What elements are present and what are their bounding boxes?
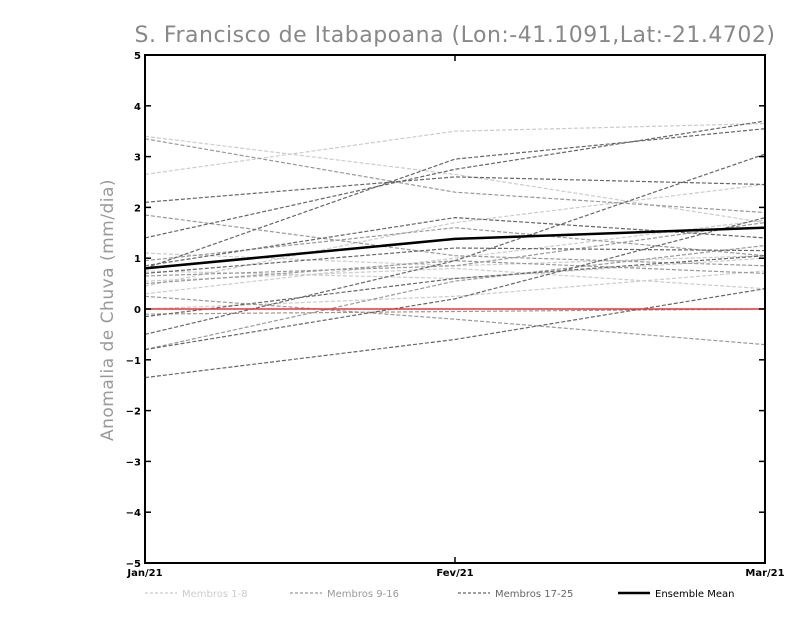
x-tick-label: Jan/21 <box>126 568 162 579</box>
series-line-membro-8 <box>144 257 766 280</box>
series-line-ensemble-mean <box>144 226 766 270</box>
legend-label: Ensemble Mean <box>655 589 734 600</box>
legend-label: Membros 9-16 <box>327 589 399 600</box>
y-tick-label: −5 <box>126 559 141 570</box>
y-tick-label: 4 <box>134 102 141 113</box>
series-line-membro-24 <box>144 247 766 274</box>
series-line-membro-22 <box>144 217 766 351</box>
y-tick-label: 2 <box>134 203 141 214</box>
x-tick-label: Fev/21 <box>436 568 473 579</box>
series-line-membro-1 <box>144 123 766 175</box>
series-line-membro-6 <box>144 135 766 224</box>
y-tick-label: 1 <box>134 254 141 265</box>
series-line-membro-21 <box>144 288 766 379</box>
series-line-membro-20 <box>144 153 766 335</box>
series-line-membro-4 <box>144 267 766 290</box>
series-line-membro-10 <box>144 308 766 315</box>
y-tick-label: −1 <box>126 356 141 367</box>
series-line-membro-17 <box>144 176 766 203</box>
legend-label: Membros 1-8 <box>182 589 248 600</box>
y-tick-label: 0 <box>134 305 141 316</box>
x-tick-label: Mar/21 <box>745 568 784 579</box>
legend-label: Membros 17-25 <box>495 589 573 600</box>
series-line-membro-12 <box>144 222 766 277</box>
chart-title: S. Francisco de Itabapoana (Lon:-41.1091… <box>134 23 775 48</box>
y-tick-label: −2 <box>126 407 141 418</box>
axes-layer: −5 −4 −3 −2 −1 0 1 2 3 4 5 Jan/21 Fev/21 Mar/21 <box>126 51 785 579</box>
series-line-membro-18 <box>144 120 766 239</box>
legend: Membros 1-8 Membros 9-16 Membros 17-25 Ense… <box>145 589 734 600</box>
y-tick-label: −3 <box>126 457 141 468</box>
series-line-membro-14 <box>144 295 766 346</box>
mean-layer <box>144 226 766 270</box>
series-line-membro-5 <box>144 219 766 295</box>
y-tick-label: 5 <box>134 51 141 62</box>
series-line-membro-15 <box>144 138 766 214</box>
y-tick-label: 3 <box>134 153 141 164</box>
series-line-membro-7 <box>144 270 766 310</box>
series-line-membro-19 <box>144 128 766 269</box>
series-line-membro-23 <box>144 216 766 267</box>
series-line-membro-25 <box>144 255 766 318</box>
series-line-membro-16 <box>144 244 766 351</box>
series-line-membro-11 <box>144 260 766 285</box>
y-axis-label: Anomalia de Chuva (mm/dia) <box>98 179 118 441</box>
y-tick-label: −4 <box>126 508 141 519</box>
series-line-membro-13 <box>144 214 766 267</box>
series-layer <box>144 120 766 379</box>
